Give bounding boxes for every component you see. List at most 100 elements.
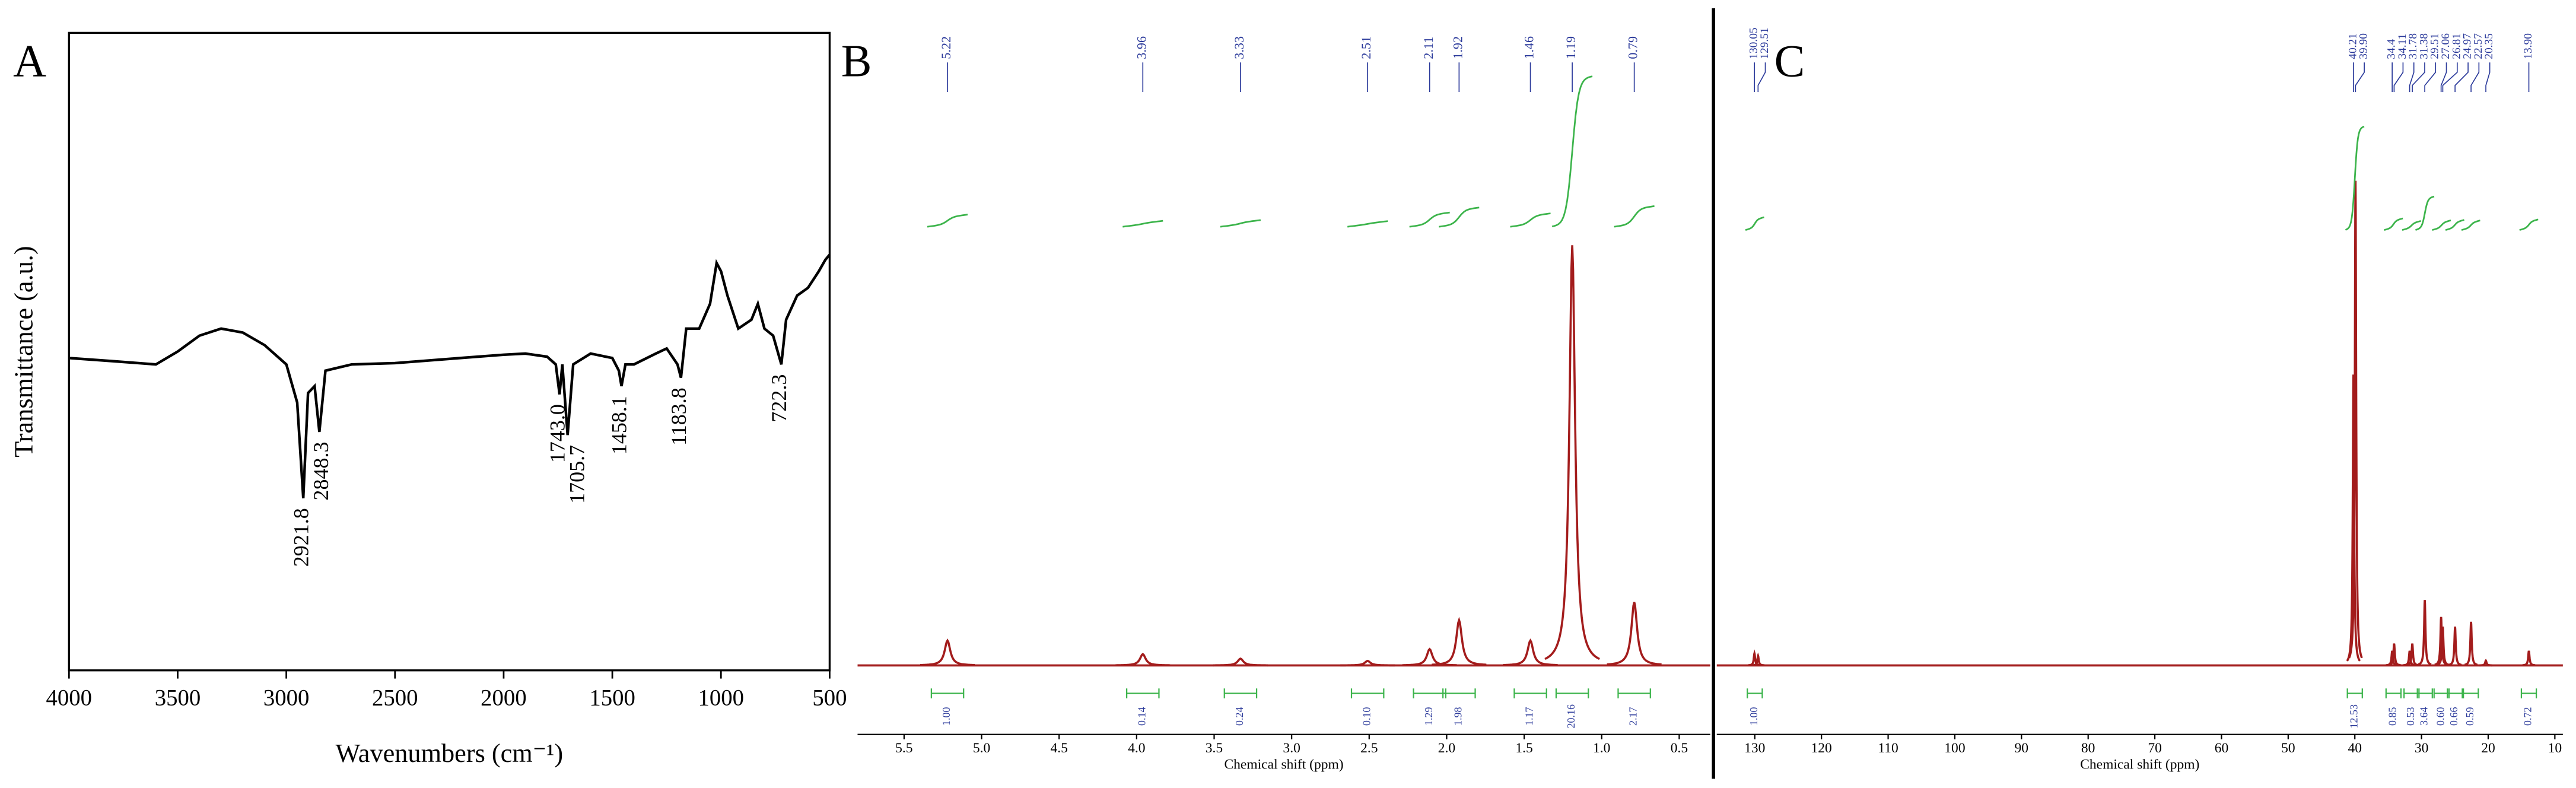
peak [2387, 643, 2401, 666]
integral-curve [2432, 220, 2451, 231]
x-tick-label: 3.5 [1206, 741, 1223, 756]
x-tick-label: 2000 [481, 685, 527, 710]
peak [1432, 617, 1487, 666]
x-axis-label: Chemical shift (ppm) [2080, 757, 2199, 773]
integral-bracket [1442, 688, 1476, 698]
peak [2448, 626, 2462, 666]
integral-curve [1551, 75, 1593, 228]
x-tick-label: 1.0 [1593, 741, 1610, 756]
x-tick-label: 3.0 [1283, 741, 1300, 756]
peak-label: 26.81 [2450, 33, 2463, 59]
integral-bracket [2346, 688, 2363, 698]
peak-label-connector [2440, 62, 2447, 93]
integral-bracket [1223, 688, 1258, 698]
integral-label: 1.98 [1452, 707, 1464, 726]
peak-label: 20.35 [2483, 33, 2495, 59]
integral-bracket [1350, 688, 1385, 698]
x-tick-label: 1.5 [1515, 741, 1532, 756]
peak-label: 39.90 [2358, 33, 2370, 59]
peak-label-connector [1757, 62, 1766, 93]
peak [1213, 657, 1268, 667]
x-tick-label: 20 [2481, 741, 2495, 756]
integral-bracket [2416, 688, 2433, 698]
integral-curve [1220, 219, 1261, 228]
integral-curve [1122, 220, 1163, 228]
integral-curve [1347, 220, 1388, 228]
peak-label-connector [2470, 62, 2480, 93]
peak-label: 2848.3 [309, 442, 333, 501]
peak-label: 1458.1 [608, 396, 631, 455]
integral-label: 1.29 [1423, 707, 1435, 726]
x-tick-label: 3500 [155, 685, 201, 710]
peak-label: 34.4 [2386, 39, 2398, 59]
panel-label: C [1774, 36, 1805, 87]
x-tick-label: 4.5 [1050, 741, 1067, 756]
x-tick-label: 0.5 [1671, 741, 1688, 756]
x-tick-label: 130 [1744, 741, 1765, 756]
integral-label: 2.17 [1627, 707, 1639, 726]
peak-label-connector [2412, 62, 2425, 93]
peak [2436, 626, 2450, 666]
integral-label: 20.16 [1565, 704, 1577, 728]
integral-curve [1409, 211, 1450, 228]
integral-curve [1439, 206, 1480, 228]
x-tick-label: 30 [2415, 741, 2429, 756]
integral-label: 0.24 [1233, 707, 1245, 726]
peak-label: 5.22 [939, 36, 953, 59]
integral-curve [927, 214, 968, 228]
x-tick-label: 110 [1878, 741, 1898, 756]
peak-label-connector [2409, 62, 2415, 93]
integral-curve [2402, 220, 2421, 231]
x-axis-label: Chemical shift (ppm) [1224, 757, 1343, 773]
integral-bracket [1555, 688, 1589, 698]
peak-label-connector [2442, 62, 2458, 93]
peak [2406, 643, 2419, 666]
integral-curve [2345, 125, 2365, 231]
integral-curve [2519, 218, 2539, 231]
peak-label: 2.11 [1421, 37, 1436, 59]
peak-label: 0.79 [1626, 36, 1640, 59]
integral-curve [1510, 212, 1551, 228]
peak-label: 3.96 [1134, 36, 1149, 59]
integral-curve [2461, 220, 2480, 231]
x-tick-label: 1500 [589, 685, 635, 710]
peak [2464, 621, 2478, 666]
x-tick-label: 50 [2281, 741, 2295, 756]
peak [1340, 659, 1395, 667]
x-tick-label: 100 [1944, 741, 1965, 756]
peak [1503, 638, 1558, 666]
integral-bracket [1747, 688, 1763, 698]
integral-curve [2445, 219, 2464, 231]
peak [2348, 180, 2363, 659]
spectrum-line [69, 253, 831, 498]
peak-label: 1183.8 [667, 387, 691, 446]
integral-bracket [2447, 688, 2463, 698]
integral-label: 0.14 [1136, 707, 1147, 726]
integral-curve [1745, 216, 1764, 231]
x-tick-label: 2.0 [1438, 741, 1455, 756]
x-tick-label: 60 [2215, 741, 2229, 756]
peak-label-connector [2485, 62, 2491, 93]
peak-label: 24.97 [2461, 33, 2474, 59]
x-tick-label: 3000 [263, 685, 310, 710]
peak [1115, 653, 1171, 666]
peak [2403, 650, 2416, 666]
x-tick-label: 5.0 [973, 741, 990, 756]
x-tick-label: 120 [1811, 741, 1832, 756]
x-axis-label: Wavenumbers (cm⁻¹) [336, 739, 564, 768]
peak [1402, 647, 1457, 666]
integral-curve [2384, 217, 2403, 231]
peak-label: 22.57 [2472, 33, 2485, 59]
peak-label-connector [2355, 62, 2365, 93]
integral-bracket [1617, 688, 1651, 698]
x-tick-label: 4.0 [1128, 741, 1145, 756]
x-tick-label: 90 [2015, 741, 2029, 756]
peak [1544, 245, 1600, 660]
integral-bracket [2520, 688, 2537, 698]
integral-label: 3.64 [2418, 707, 2429, 726]
panel-label: B [841, 36, 872, 87]
peak-label-connector [2424, 62, 2437, 93]
peak-label: 130.05 [1748, 27, 1760, 59]
